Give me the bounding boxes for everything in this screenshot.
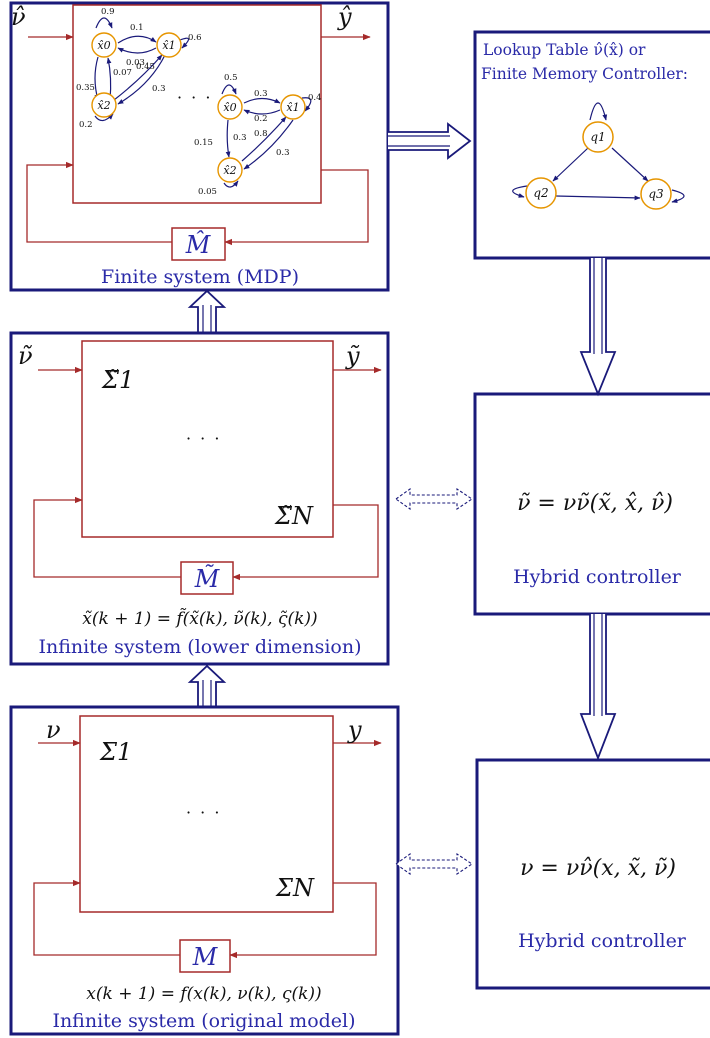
mdp2-prob: 0.3 bbox=[233, 133, 247, 143]
lookup-title-line2: Finite Memory Controller: bbox=[481, 65, 688, 83]
lookup-q3-label: q3 bbox=[648, 187, 664, 201]
lower-output-label: ỹ bbox=[345, 342, 360, 370]
mdp-group-1-probabilities: 0.9 0.1 0.03 0.6 0.07 0.45 0.35 0.3 0.2 bbox=[76, 7, 202, 130]
original-sigma-last: ΣN bbox=[275, 874, 315, 902]
mdp-group-1-nodes: x̂0 x̂1 x̂2 bbox=[91, 32, 182, 118]
original-input-label: ν bbox=[46, 716, 61, 744]
finite-input-label: ν̂ bbox=[11, 3, 26, 31]
mdp1-x0-label: x̂0 bbox=[97, 39, 110, 52]
mdp2-prob: 0.3 bbox=[254, 89, 268, 99]
mdp-group-2-probabilities: 0.5 0.3 0.2 0.4 0.15 0.3 0.8 0.3 0.05 bbox=[194, 73, 322, 197]
lower-sigma-first: Σ̃1 bbox=[101, 366, 134, 394]
mdp2-x1-label: x̂1 bbox=[286, 101, 299, 114]
hybrid1-control-law: ν̃ = νν̃(x̃, x̂, ν̂) bbox=[517, 491, 673, 516]
mdp1-prob: 0.1 bbox=[130, 23, 144, 33]
mdp2-x2-label: x̂2 bbox=[223, 164, 236, 177]
mdp2-prob: 0.15 bbox=[194, 138, 213, 148]
mdp2-prob: 0.05 bbox=[198, 187, 217, 197]
original-output-label: y bbox=[347, 716, 362, 744]
mdp2-prob: 0.4 bbox=[308, 93, 322, 103]
lookup-node-q3 bbox=[640, 178, 672, 210]
lookup-title-line1: Lookup Table ν̂(x̂) or bbox=[483, 41, 646, 59]
hybrid2-caption: Hybrid controller bbox=[518, 930, 687, 952]
original-memory-block bbox=[179, 939, 231, 973]
mdp1-prob: 0.6 bbox=[188, 33, 202, 43]
mdp-group-2 bbox=[221, 84, 312, 188]
lower-system-caption: Infinite system (lower dimension) bbox=[38, 636, 361, 658]
mdp2-state-x1 bbox=[280, 94, 306, 120]
lookup-table-panel: Lookup Table ν̂(x̂) or Finite Memory Con… bbox=[473, 30, 710, 260]
mdp1-prob: 0.07 bbox=[113, 68, 132, 78]
lower-sigma-last: Σ̃N bbox=[274, 502, 314, 530]
mdp1-prob: 0.03 bbox=[126, 58, 145, 68]
mdp1-x1-label: x̂1 bbox=[162, 39, 175, 52]
mdp1-x2-label: x̂2 bbox=[97, 99, 110, 112]
mdp2-prob: 0.2 bbox=[254, 114, 268, 124]
hybrid-controller-1-panel: ν̃ = νν̃(x̃, x̂, ν̂) Hybrid controller bbox=[473, 392, 710, 616]
finite-memory-label: M̂ bbox=[185, 231, 212, 259]
lookup-q1-label: q1 bbox=[590, 130, 605, 144]
hollow-arrow-down-1 bbox=[579, 258, 617, 397]
lower-input-label: ν̃ bbox=[18, 342, 33, 370]
original-system-caption: Infinite system (original model) bbox=[52, 1010, 355, 1032]
mdp1-state-x2 bbox=[91, 92, 117, 118]
lower-memory-block bbox=[180, 561, 234, 595]
mdp2-prob: 0.5 bbox=[224, 73, 238, 83]
lower-memory-label: M̃ bbox=[194, 565, 221, 593]
dashed-double-arrow-1 bbox=[395, 487, 473, 511]
hybrid1-caption: Hybrid controller bbox=[513, 566, 682, 588]
mdp1-prob: 0.3 bbox=[152, 84, 166, 94]
finite-system-panel: ν̂ ŷ M̂ Finite system (MDP) x̂0 x̂1 x̂2 bbox=[9, 1, 390, 292]
mdp1-prob: 0.2 bbox=[79, 120, 93, 130]
mdp2-state-x0 bbox=[217, 94, 243, 120]
hollow-arrow-down-2 bbox=[579, 614, 617, 761]
finite-output-label: ŷ bbox=[337, 3, 352, 31]
finite-memory-block bbox=[171, 227, 226, 261]
mdp1-prob: 0.9 bbox=[101, 7, 115, 17]
mdp1-state-x1 bbox=[156, 32, 182, 58]
original-system-panel: ν y Σ1 · · · ΣN M x(k + 1) = f(x(k), ν(k… bbox=[9, 705, 400, 1036]
mdp-ellipsis: · · · bbox=[177, 88, 212, 107]
mdp-group-2-nodes: x̂0 x̂1 x̂2 bbox=[217, 94, 306, 183]
hollow-arrow-up-1 bbox=[187, 289, 227, 333]
mdp1-prob: 0.45 bbox=[136, 62, 155, 72]
original-equation: x(k + 1) = f(x(k), ν(k), ς(k)) bbox=[86, 984, 321, 1004]
finite-system-caption: Finite system (MDP) bbox=[101, 266, 299, 288]
lower-equation: x̃(k + 1) = f̃(x̃(k), ν̃(k), ς̃(k)) bbox=[82, 608, 317, 629]
mdp1-state-x0 bbox=[91, 32, 117, 58]
lower-dimension-system-panel: ν̃ ỹ Σ̃1 · · · Σ̃N M̃ x̃(k + 1) = f̃(x̃(… bbox=[9, 331, 390, 666]
original-memory-label: M bbox=[192, 943, 219, 971]
lookup-node-q2 bbox=[525, 177, 557, 209]
mdp2-prob: 0.3 bbox=[276, 148, 290, 158]
mdp2-state-x2 bbox=[217, 157, 243, 183]
mdp-group-1 bbox=[94, 17, 190, 122]
lower-ellipsis: · · · bbox=[186, 429, 221, 448]
hybrid2-control-law: ν = νν̂(x, x̃, ν̃) bbox=[520, 856, 676, 881]
hollow-arrow-up-2 bbox=[187, 664, 227, 707]
mdp1-prob: 0.35 bbox=[76, 83, 95, 93]
hollow-arrow-right-top bbox=[388, 122, 472, 160]
hybrid-controller-2-panel: ν = νν̂(x, x̃, ν̃) Hybrid controller bbox=[475, 758, 710, 990]
original-sigma-first: Σ1 bbox=[99, 738, 132, 766]
dashed-double-arrow-2 bbox=[395, 852, 473, 876]
lookup-node-q1 bbox=[582, 121, 614, 153]
mdp2-x0-label: x̂0 bbox=[223, 101, 236, 114]
lookup-q2-label: q2 bbox=[533, 186, 548, 200]
mdp2-prob: 0.8 bbox=[254, 129, 268, 139]
original-ellipsis: · · · bbox=[186, 803, 221, 822]
